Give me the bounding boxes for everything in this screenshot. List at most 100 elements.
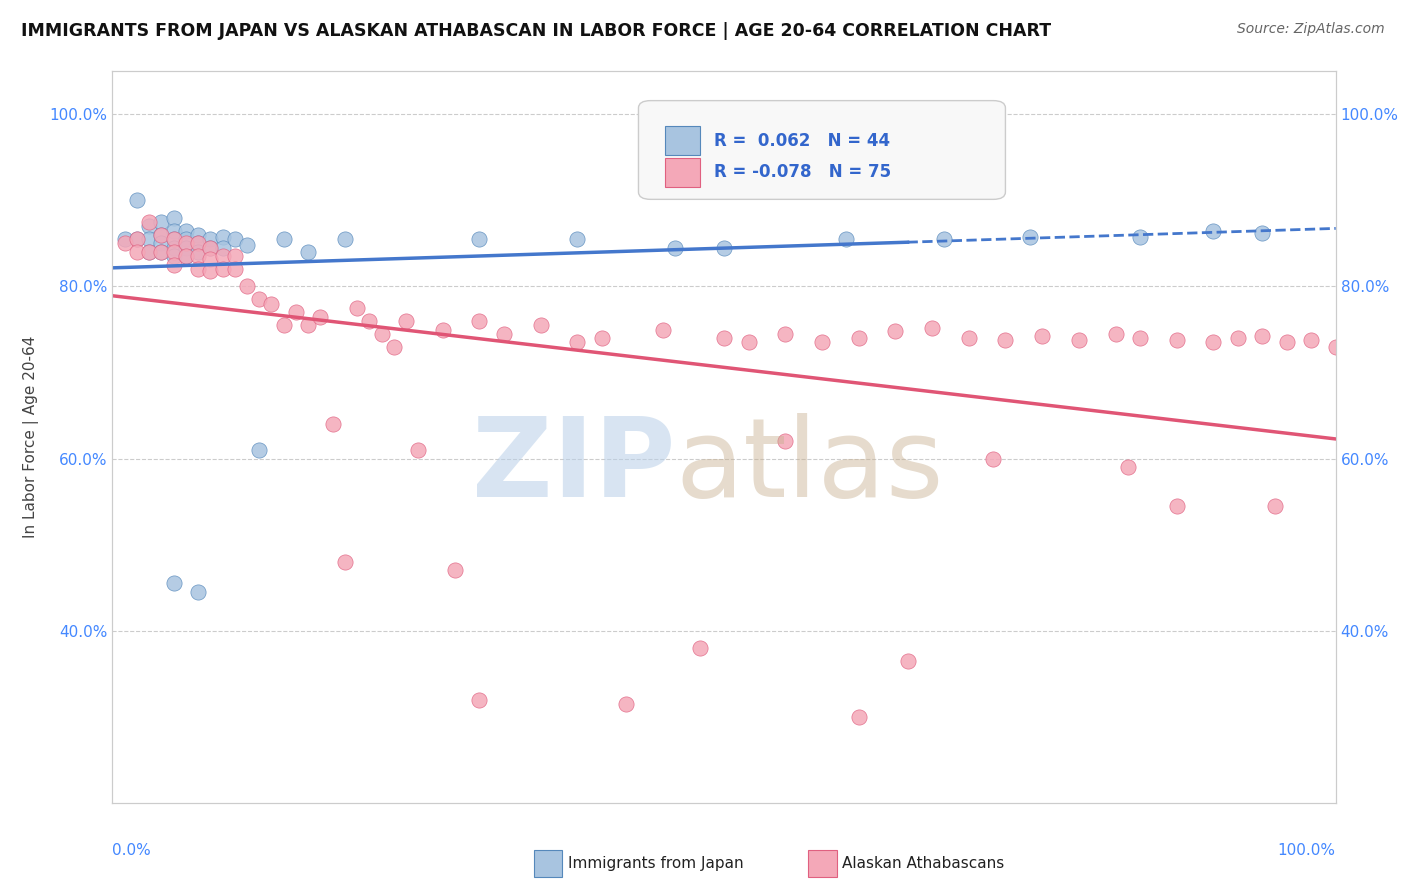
- Point: [138, 215, 160, 229]
- Point: [848, 710, 870, 724]
- Point: [174, 232, 197, 246]
- Text: Alaskan Athabascans: Alaskan Athabascans: [842, 856, 1004, 871]
- Point: [664, 241, 686, 255]
- Point: [150, 236, 173, 251]
- Point: [370, 326, 392, 341]
- Point: [174, 241, 197, 255]
- Point: [163, 232, 186, 246]
- Point: [1116, 460, 1139, 475]
- Point: [333, 232, 356, 246]
- Point: [125, 194, 148, 208]
- Point: [346, 301, 368, 315]
- Point: [333, 555, 356, 569]
- Point: [713, 241, 735, 255]
- Point: [200, 264, 222, 278]
- Point: [114, 232, 136, 246]
- Point: [1104, 326, 1126, 341]
- Point: [652, 322, 675, 336]
- Point: [284, 305, 308, 319]
- Point: [689, 640, 711, 655]
- Point: [200, 232, 222, 246]
- Point: [1129, 331, 1152, 345]
- Point: [981, 451, 1004, 466]
- Point: [163, 258, 186, 272]
- Point: [297, 318, 319, 333]
- Point: [994, 333, 1017, 347]
- Point: [174, 249, 197, 263]
- Point: [174, 249, 197, 263]
- Point: [408, 442, 430, 457]
- Point: [187, 249, 209, 263]
- Point: [174, 236, 197, 251]
- Point: [163, 223, 186, 237]
- Text: 100.0%: 100.0%: [1278, 843, 1336, 858]
- Point: [468, 692, 491, 706]
- Point: [382, 340, 405, 354]
- Point: [614, 697, 637, 711]
- Point: [395, 314, 418, 328]
- Point: [163, 241, 186, 255]
- Point: [468, 314, 491, 328]
- Point: [163, 249, 186, 263]
- Point: [211, 262, 233, 277]
- Point: [1324, 340, 1347, 354]
- Point: [150, 227, 173, 242]
- Point: [150, 227, 173, 242]
- Y-axis label: In Labor Force | Age 20-64: In Labor Force | Age 20-64: [22, 336, 38, 538]
- Text: 0.0%: 0.0%: [112, 843, 152, 858]
- Point: [468, 232, 491, 246]
- Point: [1166, 499, 1188, 513]
- Point: [1166, 333, 1188, 347]
- Point: [211, 241, 233, 255]
- Point: [957, 331, 980, 345]
- Point: [1018, 229, 1040, 244]
- Point: [737, 335, 759, 350]
- Point: [884, 324, 907, 338]
- Point: [1301, 333, 1323, 347]
- Point: [224, 249, 246, 263]
- Point: [567, 232, 589, 246]
- Point: [1226, 331, 1249, 345]
- Point: [211, 249, 233, 263]
- Text: Immigrants from Japan: Immigrants from Japan: [568, 856, 744, 871]
- Point: [187, 227, 209, 242]
- Point: [309, 310, 332, 324]
- Point: [174, 223, 197, 237]
- Point: [138, 219, 160, 234]
- Point: [432, 322, 454, 336]
- Point: [224, 232, 246, 246]
- Point: [444, 564, 467, 578]
- Point: [163, 211, 186, 225]
- Point: [187, 262, 209, 277]
- Point: [125, 232, 148, 246]
- Point: [591, 331, 613, 345]
- Point: [114, 236, 136, 251]
- Point: [187, 236, 209, 251]
- Point: [848, 331, 870, 345]
- Point: [1129, 229, 1152, 244]
- Text: ZIP: ZIP: [472, 413, 675, 520]
- Point: [273, 232, 295, 246]
- Point: [163, 232, 186, 246]
- Point: [492, 326, 515, 341]
- Point: [322, 417, 344, 432]
- Text: R = -0.078   N = 75: R = -0.078 N = 75: [714, 163, 891, 181]
- Point: [224, 262, 246, 277]
- Point: [567, 335, 589, 350]
- Point: [811, 335, 834, 350]
- Point: [236, 279, 259, 293]
- Point: [187, 236, 209, 251]
- Point: [297, 245, 319, 260]
- Point: [200, 241, 222, 255]
- Point: [247, 442, 270, 457]
- FancyBboxPatch shape: [665, 127, 700, 155]
- Point: [713, 331, 735, 345]
- Point: [1275, 335, 1298, 350]
- Point: [1264, 499, 1286, 513]
- Point: [775, 326, 797, 341]
- Point: [921, 320, 943, 334]
- Point: [835, 232, 858, 246]
- FancyBboxPatch shape: [665, 158, 700, 187]
- Point: [529, 318, 551, 333]
- Point: [163, 245, 186, 260]
